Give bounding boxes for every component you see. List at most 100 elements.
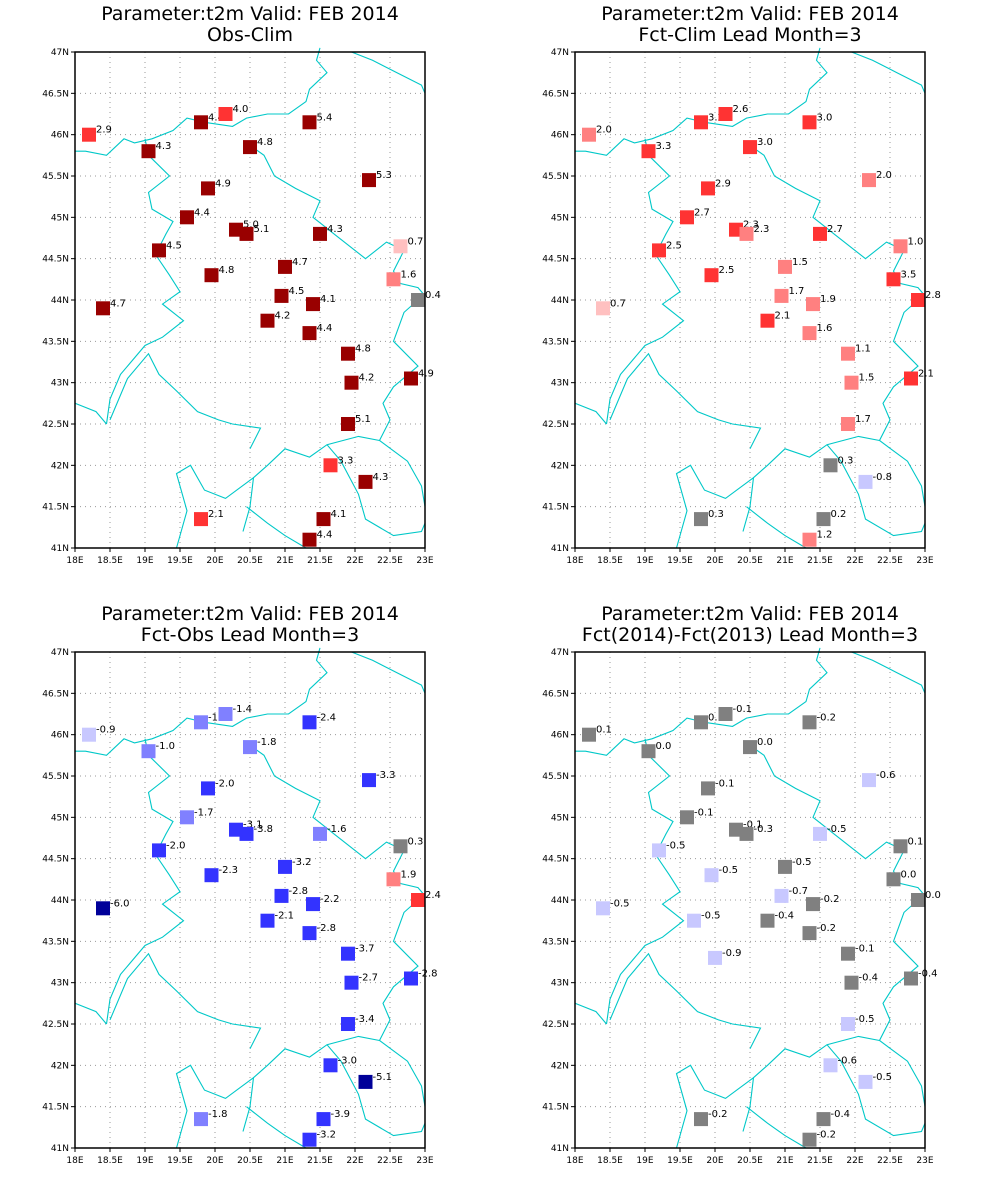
station-marker — [904, 971, 918, 986]
station-marker — [680, 210, 694, 225]
station-value-label: -0.1 — [694, 807, 714, 818]
station-marker — [302, 115, 317, 130]
lon-tick-label: 23E — [916, 1156, 933, 1166]
station-marker — [844, 975, 859, 990]
lon-tick-label: 18E — [566, 556, 583, 566]
station-value-label: -2.4 — [317, 712, 337, 723]
station-marker — [274, 888, 289, 903]
station-marker — [694, 1112, 708, 1127]
lon-tick-label: 22.5E — [877, 556, 903, 566]
station-value-label: 2.0 — [596, 125, 612, 136]
station-marker — [323, 1058, 338, 1073]
country-border — [742, 1035, 880, 1132]
station-value-label: 4.4 — [208, 112, 224, 123]
country-border — [605, 738, 685, 1025]
station-value-label: -0.1 — [733, 704, 753, 715]
station-marker — [243, 140, 257, 155]
country-border — [574, 402, 607, 425]
lat-tick-label: 41N — [551, 544, 569, 554]
station-value-label: -0.9 — [96, 725, 116, 736]
panel-2-title-line1: Parameter:t2m Valid: FEB 2014 — [601, 3, 899, 25]
station-marker — [816, 1112, 831, 1127]
station-value-label: 2.1 — [918, 369, 934, 380]
station-marker — [596, 301, 610, 316]
country-border — [609, 952, 762, 1050]
lat-tick-label: 41.5N — [42, 503, 69, 513]
station-value-label: 1.2 — [817, 530, 833, 541]
station-marker — [893, 239, 908, 254]
station-marker — [701, 781, 715, 796]
station-value-label: 1.7 — [855, 414, 871, 425]
station-marker — [344, 975, 359, 990]
station-marker — [404, 371, 418, 386]
station-value-label: 2.9 — [96, 125, 112, 136]
lon-tick-label: 18.5E — [97, 1156, 123, 1166]
station-marker — [802, 326, 817, 341]
lon-tick-label: 20.5E — [737, 1156, 763, 1166]
station-value-label: -1.2 — [208, 712, 228, 723]
station-value-label: 4.8 — [257, 137, 273, 148]
station-marker — [858, 474, 873, 489]
station-marker — [760, 913, 775, 928]
station-value-label: -2.8 — [289, 886, 309, 897]
lat-tick-label: 43N — [51, 379, 69, 389]
station-marker — [141, 744, 156, 759]
lat-tick-label: 45N — [551, 813, 569, 823]
station-marker — [302, 715, 317, 730]
station-value-label: -0.5 — [792, 857, 812, 868]
station-value-label: -3.4 — [355, 1014, 375, 1025]
station-marker — [862, 173, 876, 188]
lat-tick-label: 43.5N — [542, 337, 569, 347]
station-value-label: 4.1 — [320, 294, 336, 305]
country-border — [75, 647, 328, 756]
country-border — [246, 1106, 307, 1149]
station-value-label: 0.0 — [656, 741, 672, 752]
station-marker — [180, 210, 194, 225]
country-border — [326, 444, 426, 537]
station-value-label: 2.6 — [733, 104, 749, 115]
country-border — [575, 47, 828, 156]
station-value-label: -0.4 — [918, 969, 938, 980]
station-value-label: -2.2 — [320, 894, 340, 905]
station-marker — [302, 926, 317, 941]
station-value-label: -3.3 — [376, 770, 396, 781]
lat-tick-label: 45.5N — [542, 172, 569, 182]
lat-tick-label: 43N — [551, 979, 569, 989]
station-value-label: -0.6 — [876, 770, 896, 781]
station-marker — [152, 843, 166, 858]
station-marker — [806, 297, 820, 312]
lat-tick-label: 42N — [551, 461, 569, 471]
panel-4-title-line1: Parameter:t2m Valid: FEB 2014 — [601, 603, 899, 625]
station-value-label: 4.3 — [327, 224, 343, 235]
lon-tick-label: 18.5E — [97, 556, 123, 566]
station-marker — [911, 893, 925, 907]
station-marker — [152, 243, 166, 258]
station-marker — [893, 839, 908, 854]
station-marker — [313, 226, 327, 241]
station-marker — [841, 346, 855, 361]
station-marker — [743, 740, 757, 755]
station-value-label: 5.1 — [254, 224, 270, 235]
station-marker — [739, 826, 754, 841]
station-value-label: -0.4 — [775, 911, 795, 922]
country-border — [826, 444, 926, 537]
lon-tick-label: 18.5E — [597, 1156, 623, 1166]
station-marker — [862, 773, 876, 788]
station-marker — [886, 272, 901, 287]
country-border — [105, 138, 185, 425]
station-marker — [180, 810, 194, 825]
station-value-label: -1.4 — [233, 704, 253, 715]
station-marker — [823, 1058, 838, 1073]
station-value-label: -0.4 — [859, 973, 879, 984]
station-value-label: 4.3 — [373, 472, 389, 483]
station-value-label: 4.4 — [194, 207, 210, 218]
country-border — [378, 299, 426, 507]
country-border — [242, 435, 380, 532]
station-marker — [582, 127, 596, 142]
lat-tick-label: 46.5N — [42, 89, 69, 99]
station-marker — [841, 946, 855, 961]
country-border — [574, 1002, 607, 1025]
map-plot-area-4: 0.10.00.1-0.10.0-0.2-0.1-0.6-0.1-0.1-0.3… — [542, 647, 941, 1166]
station-value-label: 1.5 — [859, 373, 875, 384]
station-value-label: 0.2 — [831, 509, 847, 520]
